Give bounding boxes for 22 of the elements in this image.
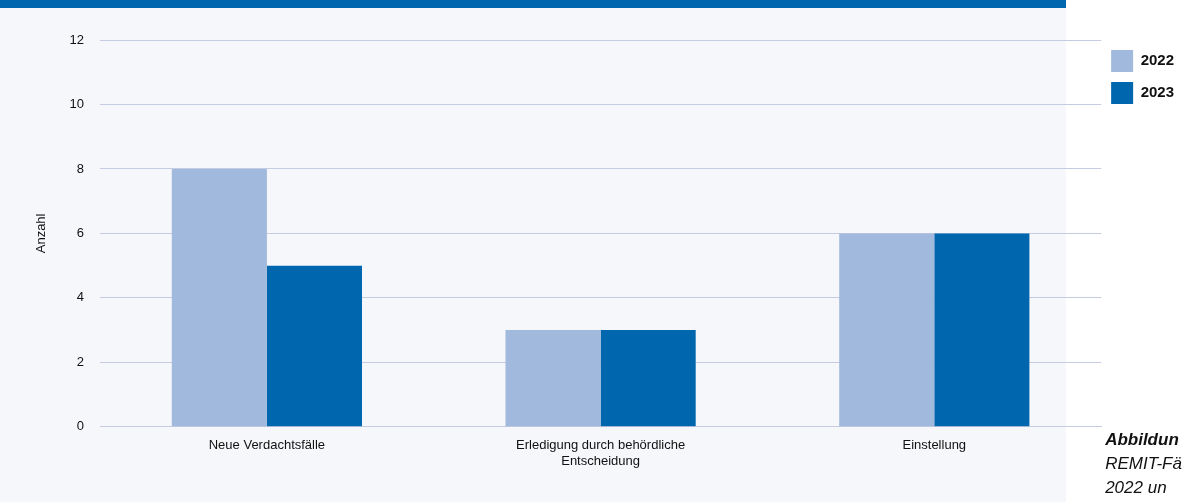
y-tick-label: 8 <box>76 160 85 176</box>
legend-label: 2023 <box>1140 83 1175 101</box>
bar <box>600 330 696 427</box>
y-tick-label: 0 <box>76 418 85 434</box>
text: Abbildun <box>1104 430 1179 450</box>
y-tick-label: 12 <box>69 31 85 47</box>
x-tick-label: Erledigung durch behördliche Entscheidung <box>516 437 686 468</box>
text: 2022 un <box>1104 478 1167 498</box>
bar <box>266 265 363 427</box>
x-tick-label: Neue Verdachtsfälle <box>208 437 326 453</box>
x-tick-label: Einstellung <box>902 437 967 453</box>
y-tick-label: 4 <box>76 289 85 305</box>
y-tick-label: 6 <box>76 224 85 240</box>
bar <box>839 233 935 427</box>
legend-label: 2022 <box>1140 51 1175 69</box>
y-tick-label: 10 <box>69 96 85 112</box>
bar <box>171 168 267 427</box>
text: REMIT-Fä <box>1105 454 1182 474</box>
y-axis-title: Anzahl <box>33 213 49 254</box>
y-tick-label: 2 <box>76 353 85 369</box>
bar <box>934 233 1030 427</box>
bar <box>505 330 601 427</box>
